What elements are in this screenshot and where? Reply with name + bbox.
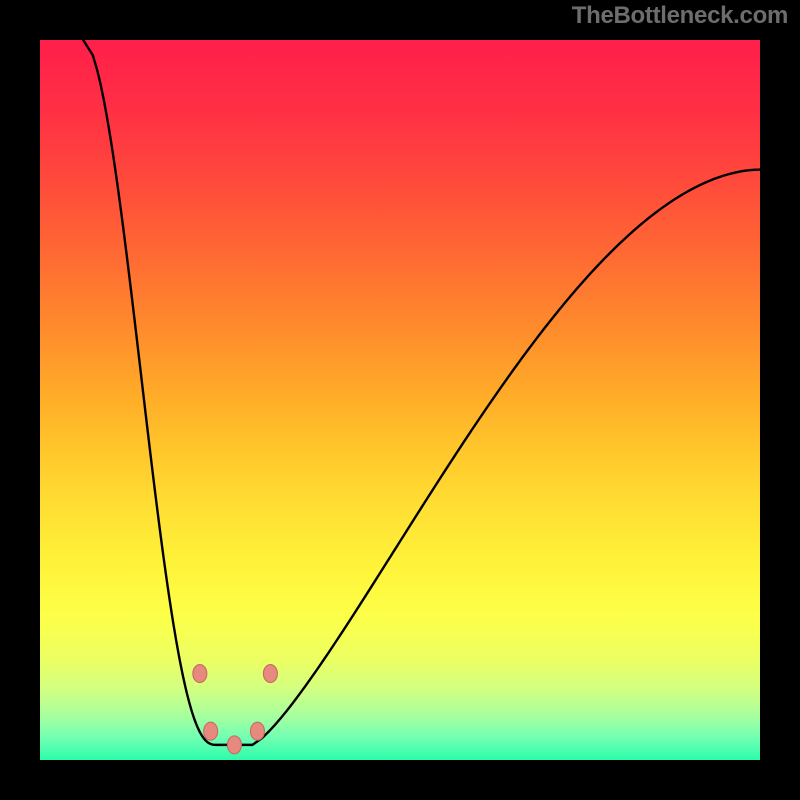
plot-area — [40, 40, 760, 760]
chart-container: TheBottleneck.com — [0, 0, 800, 800]
watermark-text: TheBottleneck.com — [572, 2, 788, 30]
gradient-background — [40, 40, 760, 760]
